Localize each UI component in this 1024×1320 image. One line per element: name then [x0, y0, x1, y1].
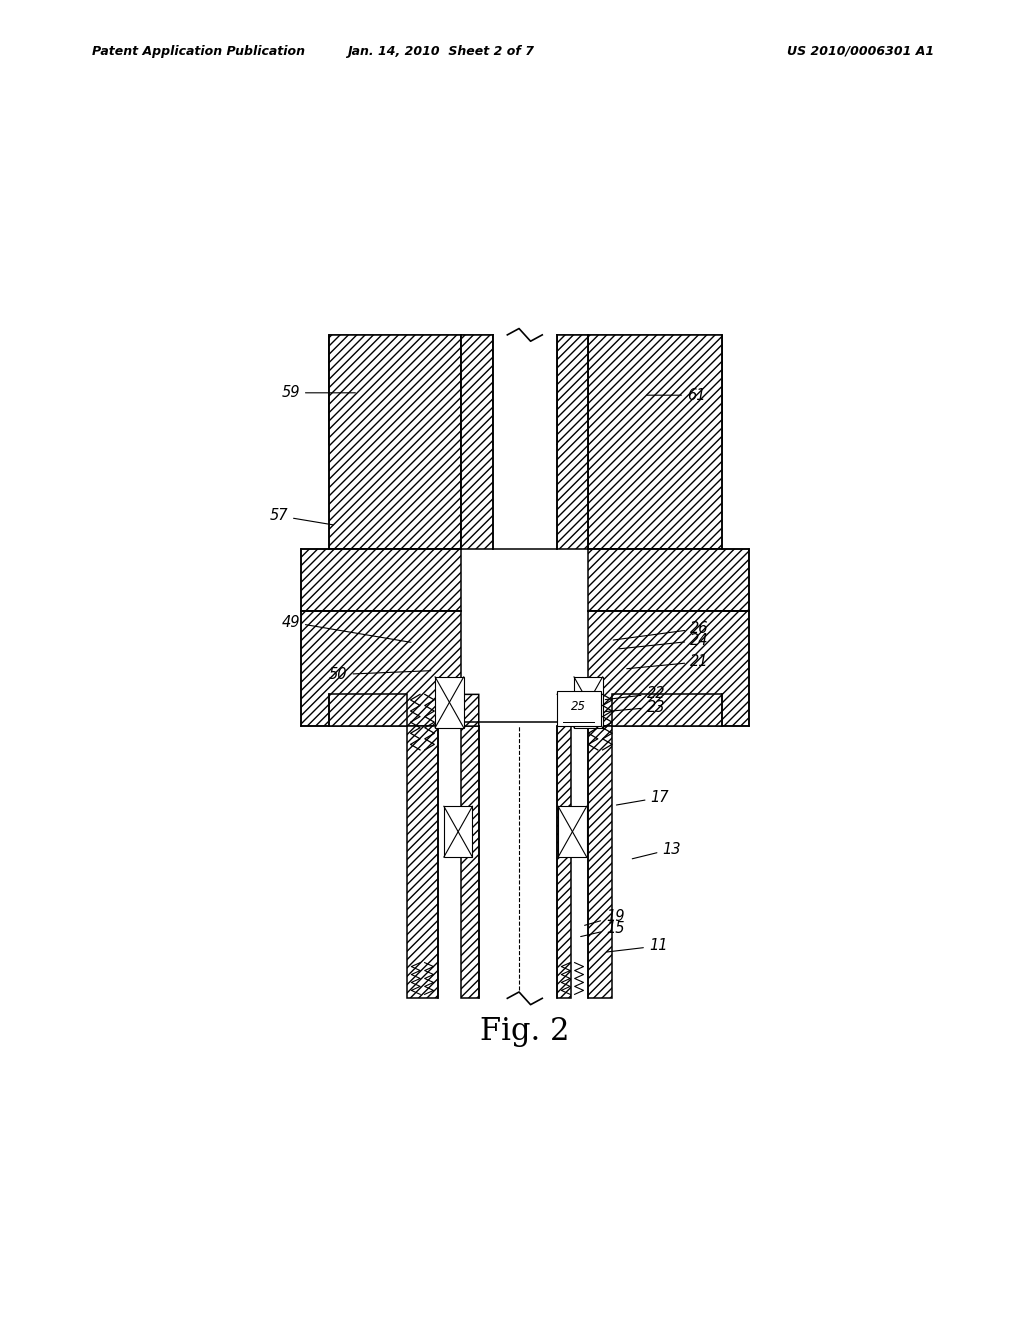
Text: 11: 11: [607, 939, 668, 953]
Polygon shape: [435, 677, 464, 727]
Polygon shape: [301, 611, 461, 726]
Text: 21: 21: [627, 655, 709, 669]
Text: 24: 24: [618, 632, 709, 649]
Polygon shape: [574, 677, 602, 727]
Polygon shape: [588, 611, 749, 726]
Text: 57: 57: [269, 508, 333, 525]
Polygon shape: [329, 694, 408, 726]
Text: 59: 59: [282, 385, 355, 400]
Polygon shape: [557, 726, 570, 998]
Text: Jan. 14, 2010  Sheet 2 of 7: Jan. 14, 2010 Sheet 2 of 7: [347, 45, 534, 58]
Polygon shape: [461, 726, 570, 998]
Text: Patent Application Publication: Patent Application Publication: [92, 45, 305, 58]
Polygon shape: [556, 692, 601, 726]
Polygon shape: [588, 726, 612, 998]
Polygon shape: [588, 335, 722, 549]
Text: 19: 19: [585, 909, 625, 925]
Polygon shape: [612, 694, 722, 726]
Text: 49: 49: [282, 615, 411, 643]
Polygon shape: [408, 958, 445, 990]
Polygon shape: [408, 726, 437, 998]
Text: 15: 15: [581, 921, 625, 937]
Polygon shape: [461, 335, 494, 445]
Text: 50: 50: [329, 667, 431, 682]
Polygon shape: [558, 807, 587, 857]
Text: 17: 17: [616, 791, 669, 805]
Text: 23: 23: [605, 700, 665, 714]
Text: 25: 25: [571, 700, 587, 713]
Polygon shape: [437, 726, 479, 998]
Text: US 2010/0006301 A1: US 2010/0006301 A1: [786, 45, 934, 58]
Polygon shape: [557, 726, 588, 998]
Text: Fig. 2: Fig. 2: [480, 1016, 569, 1047]
Polygon shape: [557, 335, 588, 549]
Text: 22: 22: [605, 686, 665, 701]
Polygon shape: [588, 335, 722, 445]
Polygon shape: [588, 549, 749, 611]
Polygon shape: [301, 549, 461, 611]
Polygon shape: [461, 726, 479, 998]
Text: 26: 26: [613, 620, 709, 640]
Polygon shape: [437, 694, 479, 726]
Polygon shape: [329, 335, 461, 445]
Polygon shape: [461, 335, 494, 549]
Polygon shape: [329, 335, 461, 549]
Polygon shape: [557, 694, 588, 726]
Text: 61: 61: [646, 388, 706, 403]
Polygon shape: [443, 807, 472, 857]
Polygon shape: [494, 335, 557, 445]
Text: 13: 13: [632, 842, 681, 859]
Polygon shape: [557, 335, 588, 445]
